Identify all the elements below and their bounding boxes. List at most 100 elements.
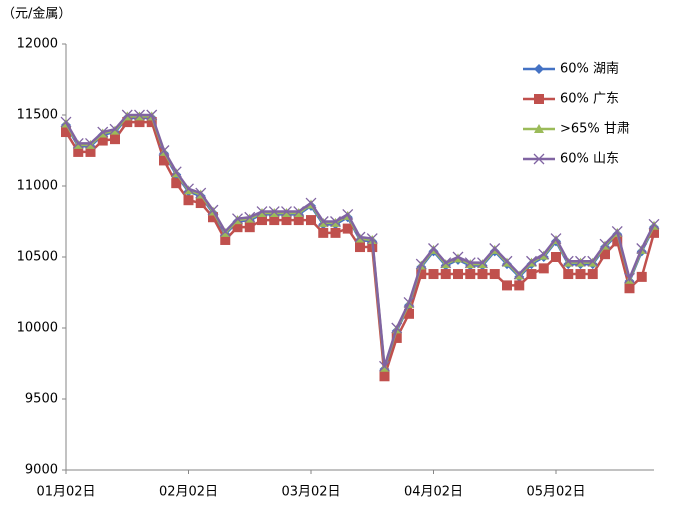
point bbox=[563, 269, 574, 280]
point bbox=[465, 269, 476, 280]
point bbox=[440, 269, 451, 280]
legend-label: 60% 山东 bbox=[560, 152, 619, 167]
y-tick-label: 12000 bbox=[17, 37, 58, 52]
point bbox=[159, 155, 169, 166]
point bbox=[330, 216, 341, 227]
point bbox=[636, 271, 647, 282]
point bbox=[428, 269, 439, 280]
point bbox=[538, 263, 549, 274]
legend-marker bbox=[533, 153, 545, 165]
point bbox=[355, 242, 365, 253]
point bbox=[256, 206, 268, 218]
y-tick-label: 9500 bbox=[25, 392, 58, 407]
x-tick-label: 03月02日 bbox=[281, 485, 340, 500]
legend-label: 60% 广东 bbox=[560, 92, 619, 107]
point bbox=[599, 238, 611, 250]
point bbox=[502, 280, 512, 291]
point bbox=[317, 216, 329, 227]
x-tick-label: 02月02日 bbox=[159, 485, 218, 500]
point bbox=[428, 243, 439, 254]
y-tick-label: 11000 bbox=[17, 179, 58, 194]
x-tick-label: 04月02日 bbox=[404, 485, 463, 500]
point bbox=[477, 269, 488, 280]
point bbox=[403, 296, 415, 308]
point bbox=[257, 215, 267, 226]
point bbox=[268, 206, 280, 218]
point bbox=[146, 109, 158, 121]
point bbox=[624, 272, 635, 284]
point bbox=[330, 227, 341, 238]
x-tick-label: 05月02日 bbox=[526, 485, 585, 500]
point bbox=[464, 257, 476, 269]
point bbox=[195, 187, 207, 199]
point bbox=[550, 233, 562, 244]
point bbox=[391, 332, 402, 343]
legend-marker bbox=[534, 94, 544, 104]
point bbox=[207, 204, 219, 216]
point bbox=[281, 215, 292, 226]
point bbox=[232, 222, 243, 233]
point bbox=[489, 269, 500, 280]
point bbox=[636, 243, 648, 254]
point bbox=[72, 137, 84, 149]
point bbox=[624, 283, 635, 294]
point bbox=[244, 211, 256, 223]
legend-marker bbox=[534, 124, 544, 133]
point bbox=[648, 218, 660, 230]
point bbox=[453, 269, 463, 280]
point bbox=[73, 146, 84, 157]
point bbox=[587, 255, 599, 267]
point bbox=[514, 280, 525, 291]
point bbox=[134, 109, 145, 121]
point bbox=[416, 269, 427, 280]
point bbox=[146, 117, 157, 128]
point bbox=[183, 183, 194, 195]
point bbox=[318, 227, 329, 238]
point bbox=[562, 255, 574, 267]
point bbox=[305, 197, 317, 209]
point bbox=[489, 243, 501, 254]
point bbox=[415, 258, 427, 270]
point bbox=[600, 249, 610, 260]
point bbox=[612, 236, 623, 247]
point bbox=[171, 178, 182, 189]
point bbox=[452, 251, 464, 263]
point bbox=[220, 234, 231, 245]
legend-label: >65% 甘肃 bbox=[560, 122, 630, 137]
x-tick-label: 01月02日 bbox=[36, 485, 95, 500]
point bbox=[587, 269, 598, 280]
point bbox=[342, 208, 354, 220]
chart-title: （元/金属） bbox=[2, 6, 71, 22]
point bbox=[244, 222, 255, 233]
point bbox=[281, 206, 292, 218]
point bbox=[649, 227, 659, 238]
point bbox=[60, 116, 72, 128]
point bbox=[477, 257, 488, 269]
point bbox=[538, 248, 550, 260]
point bbox=[342, 223, 353, 234]
point bbox=[391, 322, 403, 334]
legend-marker bbox=[534, 64, 544, 74]
point bbox=[110, 134, 120, 145]
point bbox=[306, 215, 316, 226]
point bbox=[526, 255, 537, 267]
point bbox=[208, 212, 218, 223]
point bbox=[575, 269, 586, 280]
point bbox=[61, 127, 71, 138]
point bbox=[440, 257, 452, 269]
point bbox=[404, 308, 414, 319]
point bbox=[551, 252, 561, 262]
point bbox=[232, 213, 243, 225]
y-tick-label: 10500 bbox=[17, 250, 58, 265]
point bbox=[293, 206, 305, 218]
point bbox=[611, 225, 623, 237]
point bbox=[97, 135, 108, 146]
point bbox=[121, 109, 133, 121]
point bbox=[183, 195, 194, 206]
y-tick-label: 11500 bbox=[17, 108, 58, 123]
point bbox=[526, 269, 537, 280]
point bbox=[379, 371, 390, 382]
point bbox=[366, 233, 378, 244]
point bbox=[379, 360, 390, 372]
point bbox=[85, 146, 96, 157]
